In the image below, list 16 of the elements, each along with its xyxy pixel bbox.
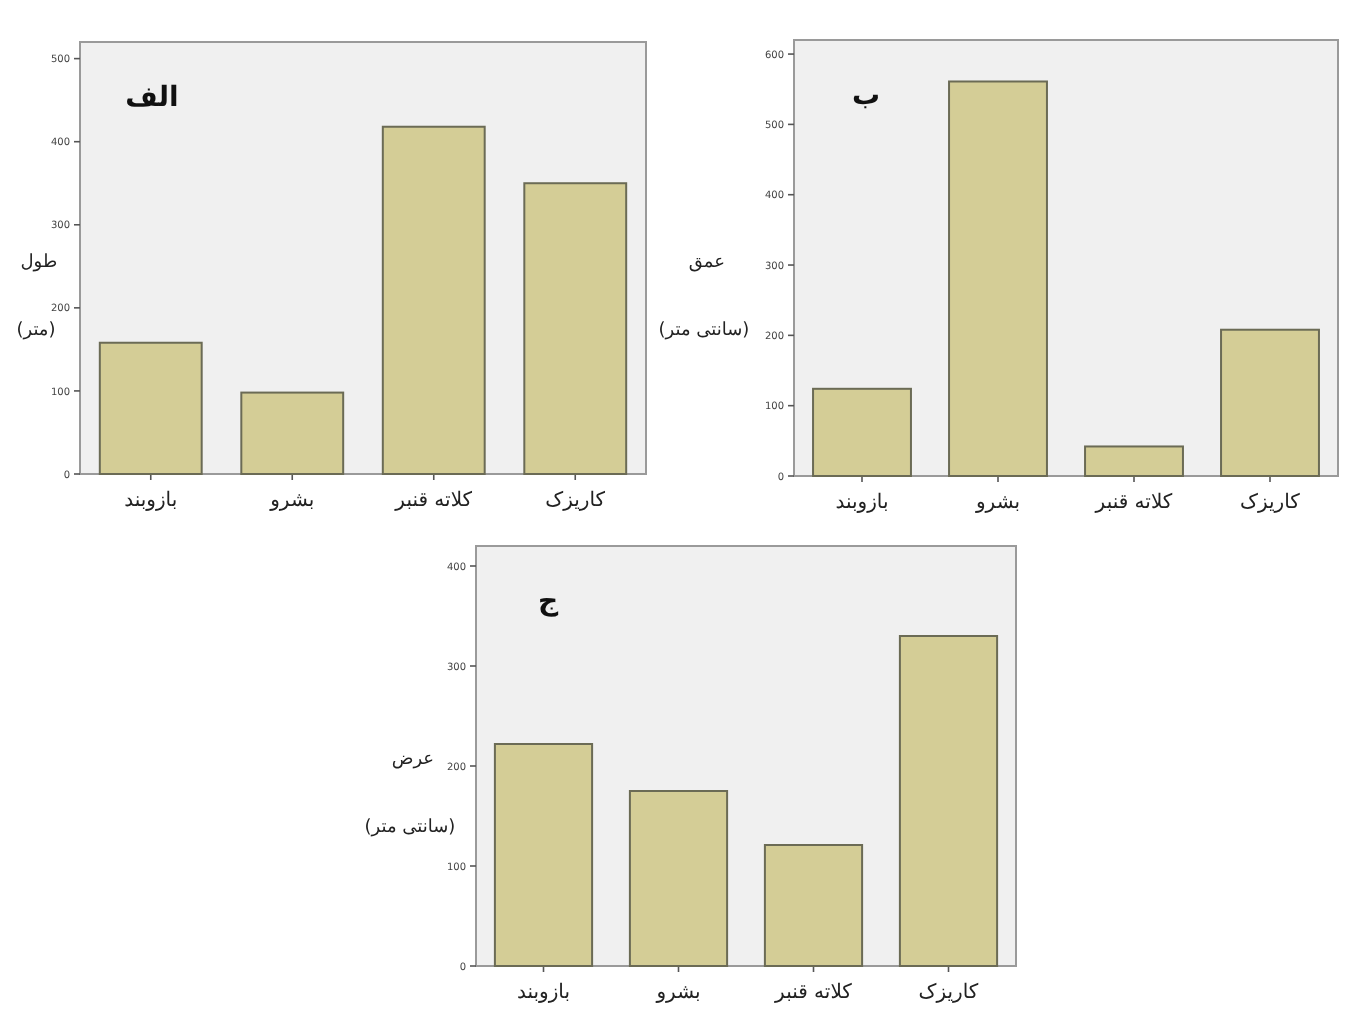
text: ج bbox=[537, 586, 560, 618]
x-tick-label: کلاته قنبر bbox=[773, 982, 853, 1004]
x-tick-label: بشرو bbox=[973, 492, 1021, 514]
x-tick-label: بشرو bbox=[268, 490, 315, 512]
text: عمق (سانتی متر) bbox=[658, 252, 750, 341]
x-tick-label: کاریزک bbox=[918, 982, 979, 1004]
x-tick-label: بازوبند bbox=[124, 490, 178, 512]
x-tick-label: کلاته قنبر bbox=[393, 490, 473, 512]
x-tick-label: کلاته قنبر bbox=[1093, 492, 1173, 514]
x-tick-label: بشرو bbox=[654, 982, 701, 1004]
x-tick-label: کاریزک bbox=[1240, 492, 1301, 514]
text: ب bbox=[851, 80, 881, 112]
x-tick-label: بازوبند bbox=[516, 982, 571, 1004]
x-tick-label: کاریزک bbox=[545, 490, 606, 512]
text: الف bbox=[125, 82, 179, 114]
x-tick-label: بازوبند bbox=[835, 492, 889, 514]
